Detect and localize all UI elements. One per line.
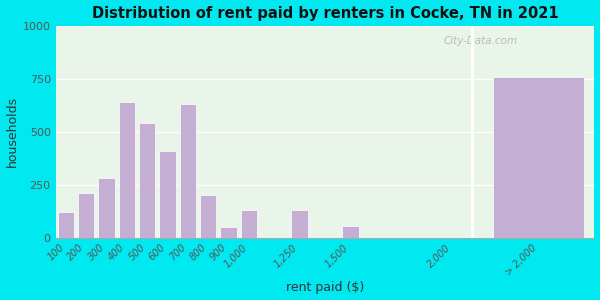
Bar [200, 195, 216, 238]
Title: Distribution of rent paid by renters in Cocke, TN in 2021: Distribution of rent paid by renters in … [92, 6, 559, 21]
Bar [342, 226, 359, 238]
Text: City-Data.com: City-Data.com [443, 37, 518, 46]
Bar [98, 178, 115, 238]
Bar [139, 123, 155, 238]
Bar [78, 193, 94, 238]
Bar [292, 210, 308, 238]
Bar [179, 104, 196, 238]
Y-axis label: households: households [5, 96, 19, 167]
Bar [159, 151, 176, 238]
Bar [493, 77, 584, 238]
Bar [241, 210, 257, 238]
Bar [58, 212, 74, 238]
Bar [220, 227, 236, 238]
X-axis label: rent paid ($): rent paid ($) [286, 281, 364, 294]
Bar [119, 102, 135, 238]
